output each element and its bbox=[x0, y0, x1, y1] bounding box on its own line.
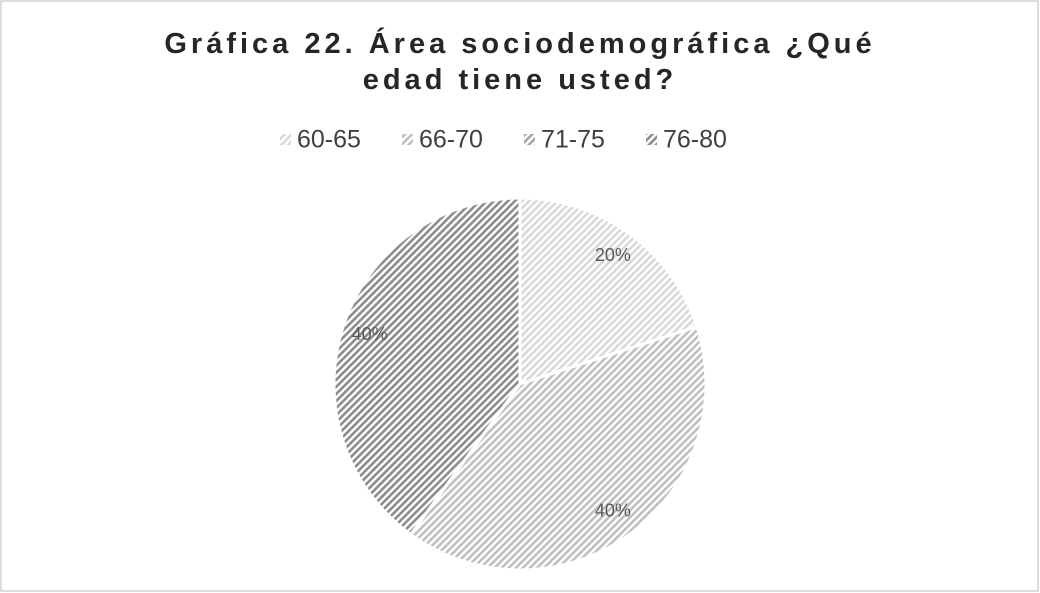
data-label: 40% bbox=[352, 324, 388, 344]
legend-label: 66-70 bbox=[419, 126, 483, 154]
data-label: 20% bbox=[595, 245, 631, 265]
pie-slice bbox=[408, 324, 708, 572]
legend-swatch bbox=[402, 134, 413, 145]
legend-label: 71-75 bbox=[541, 126, 605, 154]
pie-slice bbox=[518, 196, 699, 387]
legend-label: 60-65 bbox=[297, 126, 361, 154]
chart-title: Gráfica 22. Área sociodemográfica ¿Qué e… bbox=[164, 28, 876, 96]
legend-label: 76-80 bbox=[663, 126, 727, 154]
legend-swatch bbox=[524, 134, 535, 145]
legend-swatch bbox=[280, 134, 291, 145]
pie-slice bbox=[332, 196, 522, 537]
data-label: 40% bbox=[595, 501, 631, 521]
legend-swatch bbox=[646, 134, 657, 145]
